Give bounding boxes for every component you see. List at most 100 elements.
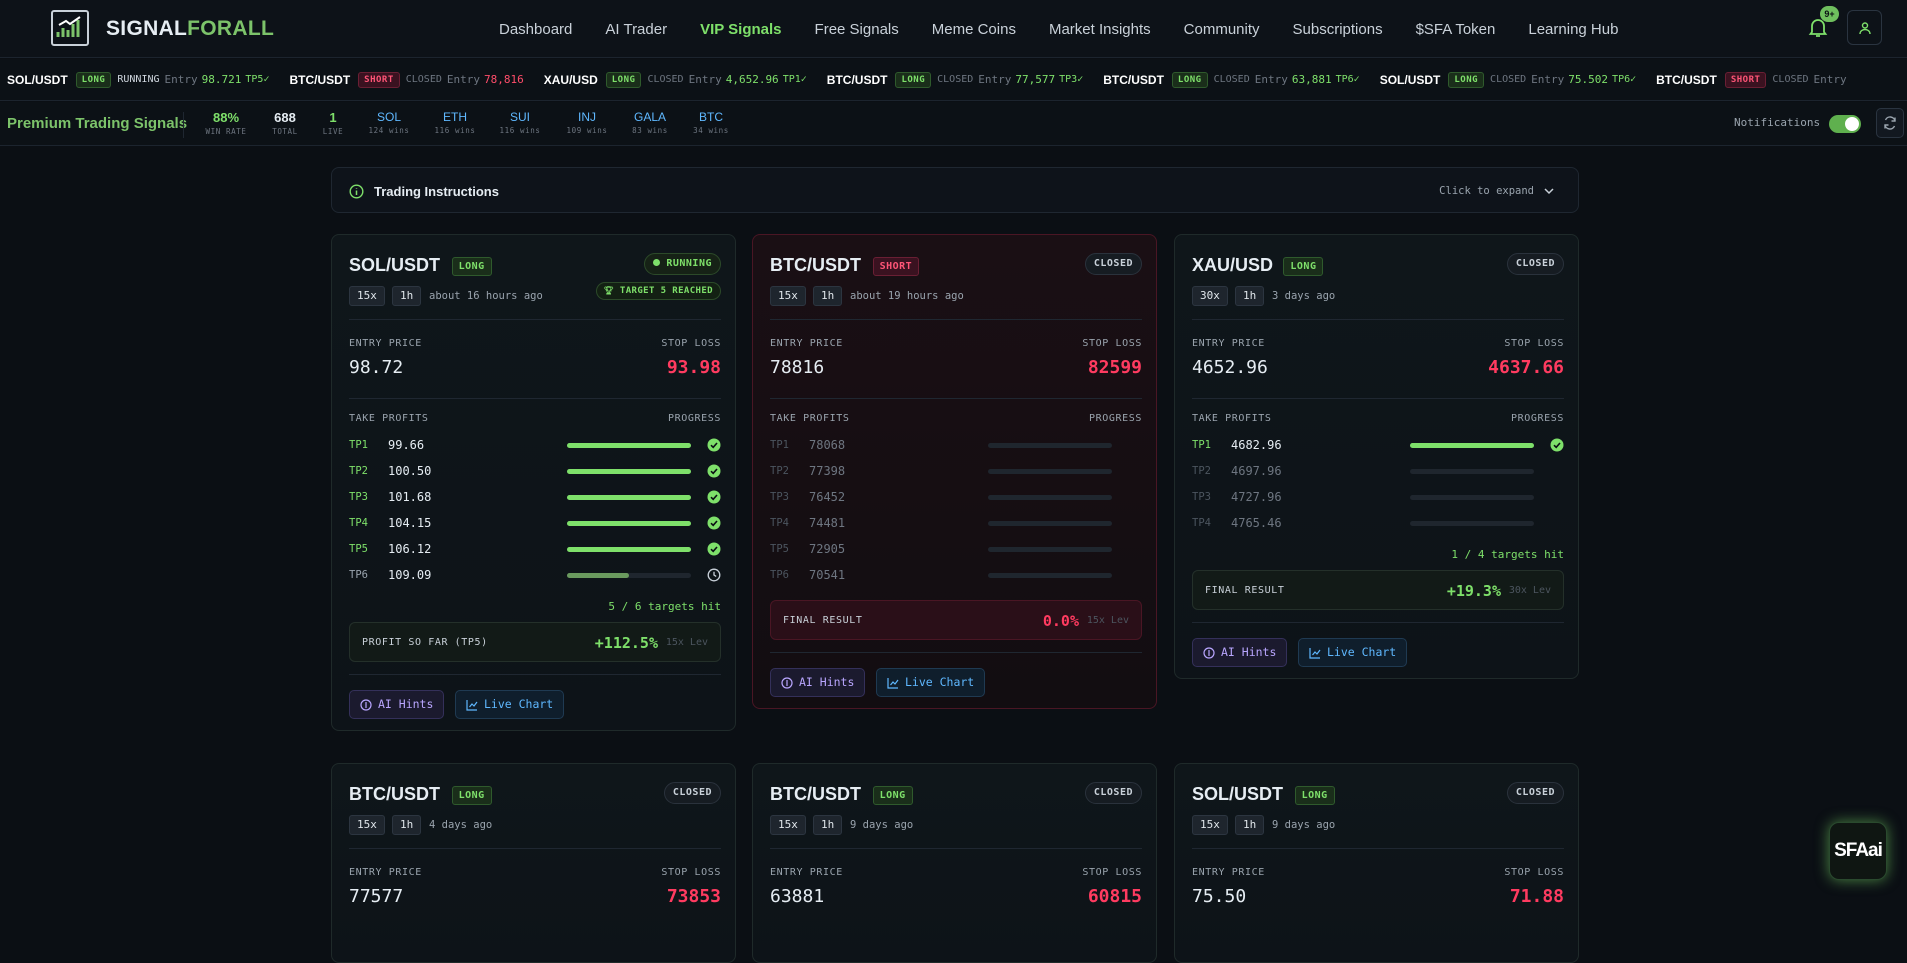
tp-progress-bar xyxy=(988,547,1112,552)
divider xyxy=(349,674,721,675)
tp-label: TP3 xyxy=(1192,491,1211,503)
tp-price: 72905 xyxy=(809,542,846,556)
result-label: PROFIT SO FAR (TP5) xyxy=(362,637,488,648)
trading-instructions-panel[interactable]: Trading Instructions Click to expand xyxy=(331,167,1579,213)
live-chart-button[interactable]: Live Chart xyxy=(455,690,565,719)
stat-coin-inj[interactable]: INJ 109 wins xyxy=(563,110,611,135)
profile-button[interactable] xyxy=(1847,10,1882,45)
ticker-item[interactable]: BTC/USDT LONG CLOSED Entry 77,577 TP3✓ xyxy=(820,71,1096,88)
direction-badge: LONG xyxy=(605,71,642,88)
tp-progress-fill xyxy=(567,547,691,552)
ticker-item[interactable]: BTC/USDT SHORT CLOSED Entry xyxy=(1649,71,1860,88)
signal-card: SOL/USDT LONG RUNNING 🏆︎ TARGET 5 REACHED 15… xyxy=(331,234,736,731)
ai-hints-button[interactable]: AI Hints xyxy=(349,690,445,719)
tp-price: 4697.96 xyxy=(1231,464,1282,478)
tp-label: TP6 xyxy=(770,569,789,581)
signal-ticker: SOL/USDT LONG RUNNING Entry 98.721 TP5✓ BTC/US… xyxy=(0,59,1907,101)
result-leverage: 30x Lev xyxy=(1508,585,1551,596)
ticker-item[interactable]: BTC/USDT LONG CLOSED Entry 63,881 TP6✓ xyxy=(1096,71,1372,88)
notifications-toggle[interactable] xyxy=(1829,115,1861,133)
ticker-entry-label: Entry xyxy=(446,73,480,86)
tp-label: TP2 xyxy=(349,465,368,477)
tp-price: 106.12 xyxy=(388,542,432,556)
stat-coin-gala[interactable]: GALA 83 wins xyxy=(626,110,674,135)
ticker-entry-value: 98.721 xyxy=(201,73,242,86)
nav-learning-hub[interactable]: Learning Hub xyxy=(1528,20,1619,38)
brand-name[interactable]: SIGNALFORALL xyxy=(106,17,274,41)
refresh-button[interactable] xyxy=(1876,108,1904,138)
live-chart-label: Live Chart xyxy=(484,697,554,711)
live-label: LIVE xyxy=(322,127,344,136)
ticker-item[interactable]: XAU/USD LONG CLOSED Entry 4,652.96 TP1✓ xyxy=(537,71,820,88)
live-value: 1 xyxy=(329,110,337,125)
tp-price: 78068 xyxy=(809,438,846,452)
entry-price-label: ENTRY PRICE xyxy=(770,338,843,349)
nav-community[interactable]: Community xyxy=(1183,20,1260,38)
ticker-item[interactable]: SOL/USDT LONG RUNNING Entry 98.721 TP5✓ xyxy=(0,71,282,88)
ai-hints-button[interactable]: AI Hints xyxy=(1192,638,1288,667)
result-value: 0.0% xyxy=(1042,612,1079,630)
entry-price-label: ENTRY PRICE xyxy=(770,867,843,878)
brand-name-part2: FORALL xyxy=(187,17,275,40)
tp-progress-bar xyxy=(567,443,691,448)
check-circle-icon xyxy=(707,464,721,478)
progress-label: PROGRESS xyxy=(1511,413,1564,424)
ticker-status: RUNNING xyxy=(117,74,160,85)
entry-price-label: ENTRY PRICE xyxy=(349,338,422,349)
total-value: 688 xyxy=(274,110,296,125)
nav-free-signals[interactable]: Free Signals xyxy=(814,20,899,38)
ticker-item[interactable]: SOL/USDT LONG CLOSED Entry 75.502 TP6✓ xyxy=(1373,71,1649,88)
tp-price: 74481 xyxy=(809,516,846,530)
logo-icon[interactable] xyxy=(51,10,89,46)
stat-coin-eth[interactable]: ETH 116 wins xyxy=(431,110,479,135)
divider xyxy=(770,652,1142,653)
direction-badge: LONG xyxy=(75,71,112,88)
tp-price: 104.15 xyxy=(388,516,432,530)
direction-badge: LONG xyxy=(451,786,492,805)
tp-price: 70541 xyxy=(809,568,846,582)
timeframe-chip: 1h xyxy=(1235,815,1265,835)
nav-sfa-token[interactable]: $SFA Token xyxy=(1415,20,1496,38)
nav-subscriptions[interactable]: Subscriptions xyxy=(1292,20,1383,38)
take-profits-label: TAKE PROFITS xyxy=(770,413,850,424)
card-pair: SOL/USDT xyxy=(1192,784,1284,804)
stop-loss-value: 73853 xyxy=(666,886,721,907)
take-profit-row: TP2 77398 xyxy=(770,462,1142,482)
nav-meme-coins[interactable]: Meme Coins xyxy=(931,20,1016,38)
tp-progress-bar xyxy=(1410,443,1534,448)
status-badge: CLOSED xyxy=(1084,782,1142,804)
tp-label: TP5 xyxy=(770,543,789,555)
check-circle-icon xyxy=(707,542,721,556)
live-chart-button[interactable]: Live Chart xyxy=(876,668,986,697)
tp-progress-fill xyxy=(567,495,691,500)
take-profit-row: TP1 78068 xyxy=(770,436,1142,456)
chart-icon xyxy=(466,699,478,711)
stat-coin-btc[interactable]: BTC 34 wins xyxy=(687,110,735,135)
ticker-item[interactable]: BTC/USDT SHORT CLOSED Entry 78,816 xyxy=(282,71,536,88)
instructions-title: Trading Instructions xyxy=(374,184,499,199)
card-pair: BTC/USDT xyxy=(770,784,861,804)
take-profit-row: TP3 101.68 xyxy=(349,488,721,508)
divider xyxy=(1192,622,1564,623)
target-reached-badge: 🏆︎ TARGET 5 REACHED xyxy=(595,282,721,300)
live-chart-button[interactable]: Live Chart xyxy=(1298,638,1408,667)
nav-dashboard[interactable]: Dashboard xyxy=(499,20,573,38)
stop-loss-value: 93.98 xyxy=(666,357,721,378)
direction-badge: LONG xyxy=(451,257,492,276)
live-chart-label: Live Chart xyxy=(1327,645,1397,659)
card-direction: LONG xyxy=(451,785,492,805)
ai-hints-button[interactable]: AI Hints xyxy=(770,668,866,697)
ticker-entry-value: 4,652.96 xyxy=(725,73,779,86)
stat-coin-sui[interactable]: SUI 116 wins xyxy=(496,110,544,135)
bell-icon[interactable] xyxy=(1806,15,1830,39)
ticker-entry-label: Entry xyxy=(1254,73,1288,86)
leverage-chip: 15x xyxy=(770,286,806,306)
status-badge: CLOSED xyxy=(1084,253,1142,275)
tp-price: 77398 xyxy=(809,464,846,478)
brand-name-part1: SIGNAL xyxy=(106,17,188,40)
nav-ai-trader[interactable]: AI Trader xyxy=(605,20,668,38)
nav-market-insights[interactable]: Market Insights xyxy=(1048,20,1151,38)
sfa-ai-button[interactable]: SFAai xyxy=(1829,822,1887,880)
nav-vip-signals[interactable]: VIP Signals xyxy=(700,20,782,38)
stat-coin-sol[interactable]: SOL 124 wins xyxy=(365,110,413,135)
